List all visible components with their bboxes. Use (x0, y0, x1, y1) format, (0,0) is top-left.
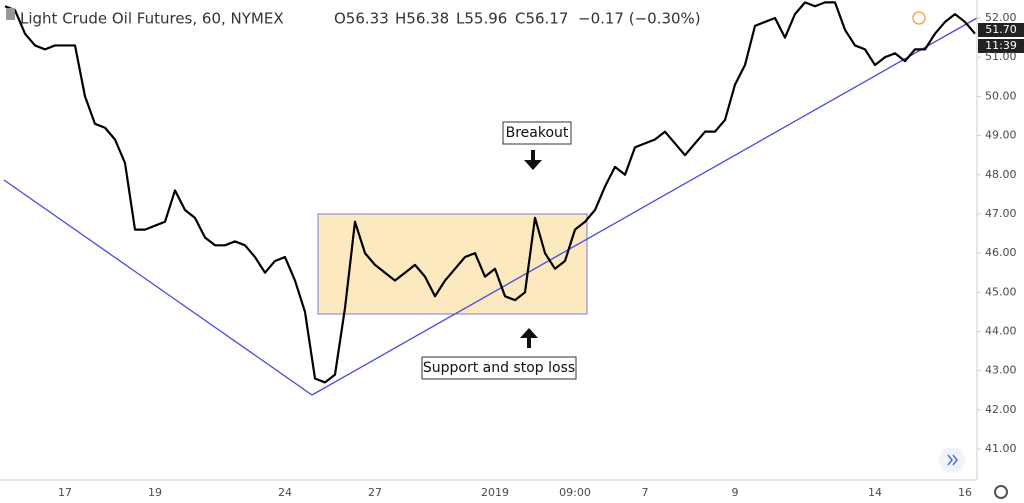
time-tag-label: 11:39 (985, 39, 1017, 52)
x-tick-label: 7 (642, 486, 649, 499)
y-tick-label: 47.00 (985, 207, 1017, 220)
y-tick-label: 42.00 (985, 403, 1017, 416)
y-tick-label: 46.00 (985, 246, 1017, 259)
x-tick-label: 2019 (481, 486, 509, 499)
arrow-down (524, 150, 542, 170)
x-tick-label: 17 (58, 486, 72, 499)
y-tick-label: 49.00 (985, 129, 1017, 142)
annotation-box (421, 356, 577, 380)
y-tick-label: 41.00 (985, 442, 1017, 455)
ohlc-high: H56.38 (395, 10, 449, 28)
annotation: Support and stop loss (423, 360, 575, 376)
x-tick-label: 24 (278, 486, 292, 499)
y-tick-label: 52.00 (985, 11, 1017, 24)
x-tick-label: 09:00 (559, 486, 591, 499)
time-tag (978, 39, 1024, 53)
ohlc-open: O56.33 (334, 10, 389, 28)
symbol-icon (6, 8, 15, 20)
alert-icon[interactable] (912, 11, 926, 25)
ohlc-low: L55.96 (456, 10, 507, 28)
ohlc-change: −0.17 (−0.30%) (578, 10, 701, 28)
settings-icon[interactable] (994, 485, 1008, 499)
annotation: Breakout (506, 125, 569, 141)
trend-line (3, 179, 313, 396)
x-tick-label: 16 (958, 486, 972, 499)
y-tick-label: 44.00 (985, 324, 1017, 337)
y-tick-label: 48.00 (985, 168, 1017, 181)
trend-line (311, 17, 978, 396)
x-tick-label: 27 (368, 486, 382, 499)
ohlc-close: C56.17 (515, 10, 568, 28)
x-tick-label: 9 (732, 486, 739, 499)
x-tick-label: 19 (148, 486, 162, 499)
plot (4, 1, 976, 384)
y-tick-label: 43.00 (985, 364, 1017, 377)
annotation-box (502, 121, 572, 145)
y-tick-label: 45.00 (985, 285, 1017, 298)
chart-title: Light Crude Oil Futures, 60, NYMEX (20, 10, 284, 28)
arrow-up (520, 328, 538, 348)
y-tick-label: 51.00 (985, 50, 1017, 63)
price-line (4, 1, 976, 384)
price-tag-label: 51.70 (985, 23, 1017, 36)
price-tag (978, 23, 1024, 37)
y-tick-label: 50.00 (985, 89, 1017, 102)
x-tick-label: 14 (868, 486, 882, 499)
scroll-icon (947, 454, 958, 466)
